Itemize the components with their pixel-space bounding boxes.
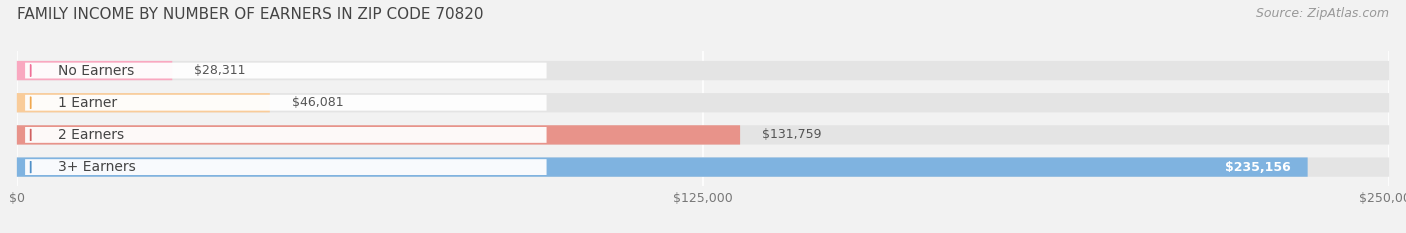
FancyBboxPatch shape — [17, 125, 1389, 144]
Text: $28,311: $28,311 — [194, 64, 246, 77]
Text: $235,156: $235,156 — [1226, 161, 1291, 174]
FancyBboxPatch shape — [17, 61, 1389, 80]
FancyBboxPatch shape — [25, 159, 547, 175]
Text: 3+ Earners: 3+ Earners — [58, 160, 136, 174]
Text: Source: ZipAtlas.com: Source: ZipAtlas.com — [1256, 7, 1389, 20]
FancyBboxPatch shape — [25, 63, 547, 79]
Text: No Earners: No Earners — [58, 64, 135, 78]
FancyBboxPatch shape — [17, 93, 270, 112]
Text: FAMILY INCOME BY NUMBER OF EARNERS IN ZIP CODE 70820: FAMILY INCOME BY NUMBER OF EARNERS IN ZI… — [17, 7, 484, 22]
Text: 2 Earners: 2 Earners — [58, 128, 124, 142]
FancyBboxPatch shape — [25, 127, 547, 143]
Text: $131,759: $131,759 — [762, 128, 821, 141]
FancyBboxPatch shape — [17, 61, 173, 80]
Text: 1 Earner: 1 Earner — [58, 96, 117, 110]
FancyBboxPatch shape — [17, 93, 1389, 112]
FancyBboxPatch shape — [17, 158, 1308, 177]
FancyBboxPatch shape — [17, 125, 740, 144]
Text: $46,081: $46,081 — [292, 96, 343, 109]
FancyBboxPatch shape — [17, 158, 1389, 177]
FancyBboxPatch shape — [25, 95, 547, 111]
